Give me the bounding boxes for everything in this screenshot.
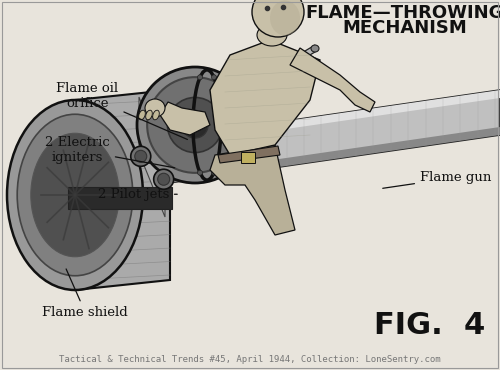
Ellipse shape xyxy=(257,24,287,46)
Ellipse shape xyxy=(190,122,196,128)
Text: Flame gun: Flame gun xyxy=(382,171,492,188)
Ellipse shape xyxy=(135,150,147,162)
Text: FLAME—THROWING: FLAME—THROWING xyxy=(306,4,500,22)
Text: Flame oil
orifice: Flame oil orifice xyxy=(56,82,188,139)
Text: Flame shield: Flame shield xyxy=(42,269,128,319)
Polygon shape xyxy=(139,97,165,217)
Ellipse shape xyxy=(7,100,143,290)
Ellipse shape xyxy=(198,170,202,175)
Polygon shape xyxy=(218,146,280,163)
Text: Tactical & Technical Trends #45, April 1944, Collection: LoneSentry.com: Tactical & Technical Trends #45, April 1… xyxy=(59,355,441,364)
Text: MECHANISM: MECHANISM xyxy=(342,19,468,37)
Text: 2 Pilot jets: 2 Pilot jets xyxy=(98,188,177,201)
Polygon shape xyxy=(210,40,320,155)
Ellipse shape xyxy=(138,110,145,120)
Ellipse shape xyxy=(152,110,160,120)
Polygon shape xyxy=(155,127,500,185)
Ellipse shape xyxy=(252,0,304,37)
Ellipse shape xyxy=(146,110,152,120)
Text: FIG.  4: FIG. 4 xyxy=(374,311,486,340)
Polygon shape xyxy=(215,45,315,110)
Polygon shape xyxy=(210,145,295,235)
Polygon shape xyxy=(290,48,375,112)
Polygon shape xyxy=(160,102,210,135)
FancyBboxPatch shape xyxy=(68,187,172,209)
Ellipse shape xyxy=(137,67,253,183)
Ellipse shape xyxy=(311,45,319,52)
Ellipse shape xyxy=(212,170,216,175)
Ellipse shape xyxy=(218,122,224,128)
Ellipse shape xyxy=(145,99,165,117)
Polygon shape xyxy=(155,90,500,185)
Ellipse shape xyxy=(198,75,202,80)
Ellipse shape xyxy=(131,146,151,166)
Polygon shape xyxy=(75,90,170,290)
Polygon shape xyxy=(155,90,500,148)
Ellipse shape xyxy=(212,75,216,80)
Ellipse shape xyxy=(154,169,174,189)
Ellipse shape xyxy=(158,173,170,185)
Text: 2 Electric
igniters: 2 Electric igniters xyxy=(45,136,175,168)
Ellipse shape xyxy=(31,133,119,257)
FancyBboxPatch shape xyxy=(241,152,255,163)
Ellipse shape xyxy=(147,77,243,173)
Ellipse shape xyxy=(168,97,222,152)
Ellipse shape xyxy=(182,112,208,138)
Ellipse shape xyxy=(270,0,300,36)
Ellipse shape xyxy=(17,114,133,276)
